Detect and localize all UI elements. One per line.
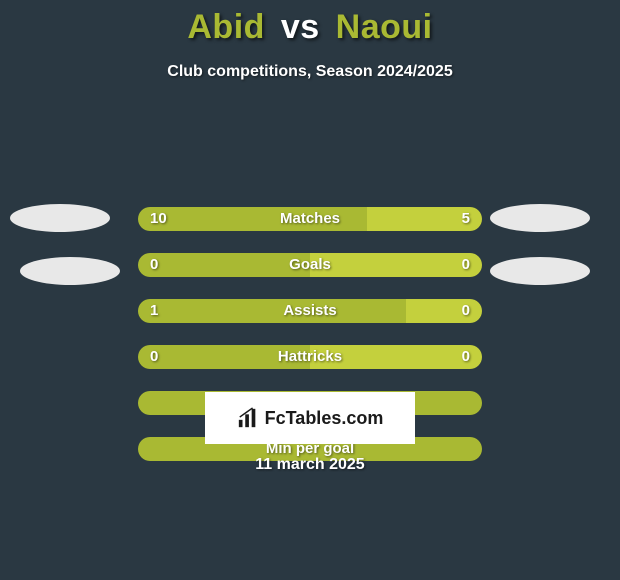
brand-text: FcTables.com [265,408,384,429]
fctables-logo-icon [237,407,259,429]
stat-row: 00Hattricks [138,345,482,369]
subtitle: Club competitions, Season 2024/2025 [0,63,620,81]
stat-row: 00Goals [138,253,482,277]
date-text: 11 march 2025 [0,456,620,474]
stat-label: Matches [138,207,482,231]
comparison-title: Abid vs Naoui [0,0,620,47]
stat-label: Assists [138,299,482,323]
player1-badge-bottom [20,257,120,285]
brand-box: FcTables.com [205,392,415,444]
player1-badge-top [10,204,110,232]
player2-badge-bottom [490,257,590,285]
stat-label: Hattricks [138,345,482,369]
stat-row: 10Assists [138,299,482,323]
vs-text: vs [281,8,320,46]
player2-name: Naoui [336,8,433,46]
stat-label: Goals [138,253,482,277]
player2-badge-top [490,204,590,232]
stat-row: 105Matches [138,207,482,231]
player1-name: Abid [187,8,265,46]
